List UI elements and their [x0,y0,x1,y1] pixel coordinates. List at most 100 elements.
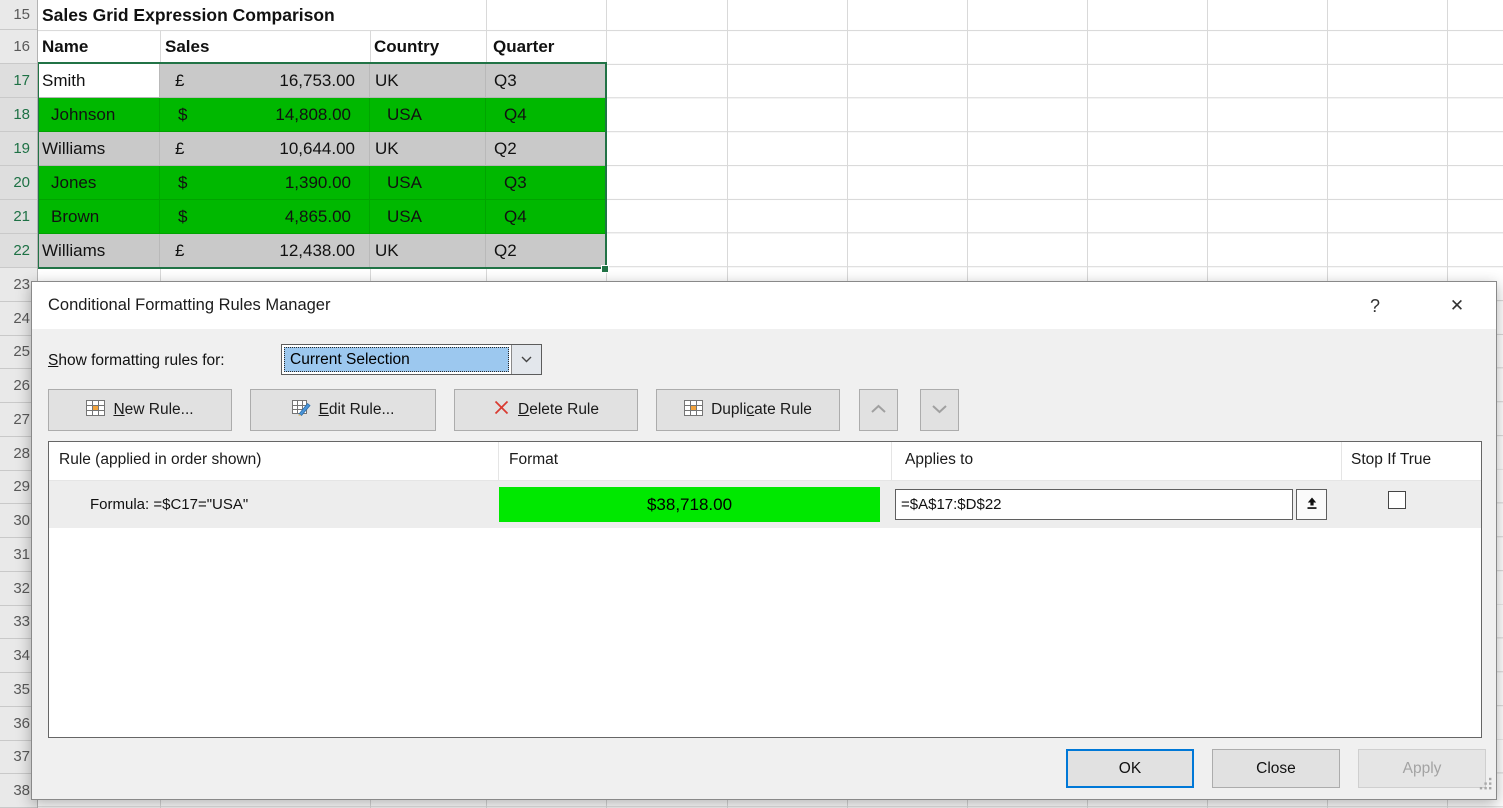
close-button[interactable]: Close [1212,749,1340,788]
cell-quarter[interactable]: Q3 [486,64,606,98]
sheet-title-cell[interactable]: Sales Grid Expression Comparison [37,0,486,30]
col-header-name[interactable]: Name [42,37,89,56]
cell-sales[interactable]: $4,865.00 [160,200,370,234]
row-header[interactable]: 27 [0,403,37,437]
amount: 10,644.00 [279,139,355,158]
row-header[interactable]: 22 [0,234,37,268]
cell-quarter[interactable]: Q2 [486,234,606,268]
table-grid-icon [684,399,704,421]
cell-country[interactable]: UK [370,64,486,98]
close-icon[interactable]: ✕ [1440,290,1474,322]
row-header[interactable]: 35 [0,673,37,707]
col-header-quarter[interactable]: Quarter [493,37,555,56]
table-row: Brown $4,865.00 USA Q4 [37,200,606,234]
cell-quarter[interactable]: Q4 [486,98,606,132]
red-x-icon [493,399,510,421]
cell-name[interactable]: Smith [37,64,160,98]
row-header[interactable]: 20 [0,166,37,200]
col-header-sales[interactable]: Sales [165,37,210,56]
currency-symbol: £ [175,241,185,260]
show-rules-dropdown[interactable]: Current Selection [281,344,542,375]
row-header[interactable]: 17 [0,64,37,98]
chevron-up-icon [870,401,887,419]
row-header[interactable]: 19 [0,132,37,166]
row-header[interactable]: 15 [0,0,37,30]
applies-to-input[interactable] [895,489,1293,520]
cell-quarter[interactable]: Q2 [486,132,606,166]
edit-rule-button[interactable]: Edit Rule... [250,389,436,431]
row-header[interactable]: 33 [0,606,37,640]
row-header[interactable]: 30 [0,504,37,538]
cell-country[interactable]: UK [370,132,486,166]
row-header[interactable]: 28 [0,437,37,471]
row-header[interactable]: 31 [0,538,37,572]
edit-rule-label: Edit Rule... [318,401,395,418]
cell-name[interactable]: Brown [37,200,160,234]
format-preview[interactable]: $38,718.00 [499,487,880,522]
cell-sales[interactable]: £16,753.00 [160,64,370,98]
amount: 1,390.00 [284,173,351,192]
row-header[interactable]: 24 [0,302,37,336]
row-header[interactable]: 29 [0,471,37,505]
amount: 12,438.00 [279,241,355,260]
cell-name[interactable]: Williams [37,234,160,268]
cell-quarter[interactable]: Q4 [486,200,606,234]
cell-country[interactable]: USA [370,166,486,200]
cell-name[interactable]: Jones [37,166,160,200]
fill-handle[interactable] [601,265,609,273]
currency-symbol: £ [175,139,185,158]
cell-country[interactable]: UK [370,234,486,268]
apply-button[interactable]: Apply [1358,749,1486,788]
delete-rule-button[interactable]: Delete Rule [454,389,638,431]
row-header[interactable]: 32 [0,572,37,606]
dialog-titlebar[interactable]: Conditional Formatting Rules Manager ? ✕ [32,282,1496,329]
col-header-rule: Rule (applied in order shown) [49,442,499,480]
table-row: Williams £12,438.00 UK Q2 [37,234,606,268]
cell-name[interactable]: Johnson [37,98,160,132]
cell-country[interactable]: USA [370,200,486,234]
range-picker-button[interactable] [1296,489,1327,520]
table-row: Williams £10,644.00 UK Q2 [37,132,606,166]
row-header[interactable]: 36 [0,707,37,741]
row-header[interactable]: 18 [0,98,37,132]
currency-symbol: $ [178,173,188,192]
duplicate-rule-button[interactable]: Duplicate Rule [656,389,840,431]
chevron-down-icon[interactable] [511,345,541,374]
cell-quarter[interactable]: Q3 [486,166,606,200]
move-rule-up-button[interactable] [859,389,898,431]
collapse-dialog-arrow-icon [1304,495,1320,514]
cell-sales[interactable]: $14,808.00 [160,98,370,132]
cell-sales[interactable]: £10,644.00 [160,132,370,166]
duplicate-rule-label: Duplicate Rule [711,401,812,418]
col-header-country[interactable]: Country [374,37,440,56]
row-header[interactable]: 37 [0,741,37,775]
ok-button[interactable]: OK [1066,749,1194,788]
stop-if-true-checkbox[interactable] [1388,491,1406,509]
currency-symbol: $ [178,105,188,124]
amount: 4,865.00 [284,207,351,226]
cell-country[interactable]: USA [370,98,486,132]
row-header[interactable]: 26 [0,369,37,403]
cell-sales[interactable]: £12,438.00 [160,234,370,268]
cell-name[interactable]: Williams [37,132,160,166]
col-header-applies-to: Applies to [892,442,1342,480]
row-header[interactable]: 34 [0,639,37,673]
row-header[interactable]: 25 [0,336,37,370]
edit-pencil-icon [291,399,311,421]
rule-row[interactable]: Formula: =$C17="USA" $38,718.00 [49,481,1481,528]
currency-symbol: £ [175,71,185,90]
cell-sales[interactable]: $1,390.00 [160,166,370,200]
new-rule-button[interactable]: New Rule... [48,389,232,431]
new-rule-label: New Rule... [113,401,194,418]
row-header[interactable]: 16 [0,30,37,64]
currency-symbol: $ [178,207,188,226]
move-rule-down-button[interactable] [920,389,959,431]
rules-list-header: Rule (applied in order shown) Format App… [49,442,1481,481]
help-button[interactable]: ? [1358,290,1392,322]
row-header[interactable]: 23 [0,268,37,302]
table-header-row: Name Sales Country Quarter [37,30,606,64]
resize-grip[interactable] [1479,777,1493,796]
table-row: Johnson $14,808.00 USA Q4 [37,98,606,132]
row-header[interactable]: 21 [0,200,37,234]
